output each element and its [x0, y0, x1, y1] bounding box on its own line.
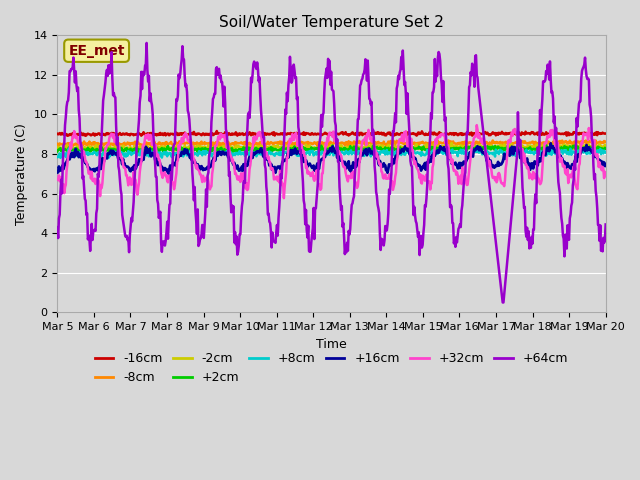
-2cm [399, 144, 406, 150]
+16cm [177, 152, 184, 158]
+32cm [120, 165, 127, 170]
Line: +16cm: +16cm [58, 144, 605, 174]
-16cm [416, 131, 424, 137]
+2cm [177, 146, 184, 152]
-16cm [400, 132, 408, 137]
-8cm [602, 139, 609, 145]
+8cm [416, 150, 424, 156]
+16cm [54, 169, 61, 175]
-16cm [54, 131, 61, 137]
+64cm [63, 99, 71, 105]
+32cm [473, 122, 481, 128]
+16cm [415, 163, 422, 168]
+8cm [206, 149, 214, 155]
+8cm [122, 151, 129, 156]
-2cm [205, 146, 213, 152]
Line: +64cm: +64cm [58, 43, 605, 302]
+64cm [143, 40, 150, 46]
+16cm [205, 165, 213, 170]
+16cm [165, 171, 173, 177]
+64cm [499, 300, 506, 305]
-2cm [63, 142, 71, 148]
Line: +32cm: +32cm [58, 125, 605, 198]
Line: -8cm: -8cm [58, 141, 605, 146]
+2cm [120, 149, 127, 155]
+2cm [54, 148, 61, 154]
+32cm [54, 177, 61, 183]
+16cm [547, 141, 555, 146]
-8cm [54, 141, 61, 147]
-2cm [602, 143, 609, 148]
Line: +8cm: +8cm [58, 149, 605, 158]
+64cm [399, 48, 406, 53]
-2cm [129, 148, 137, 154]
+32cm [175, 146, 183, 152]
+16cm [63, 157, 71, 163]
Text: EE_met: EE_met [68, 44, 125, 58]
+32cm [280, 195, 288, 201]
Title: Soil/Water Temperature Set 2: Soil/Water Temperature Set 2 [219, 15, 444, 30]
-2cm [177, 143, 184, 149]
+2cm [542, 142, 550, 148]
+2cm [205, 146, 213, 152]
+8cm [63, 151, 71, 156]
-8cm [63, 143, 71, 149]
-16cm [63, 133, 71, 139]
+2cm [415, 144, 422, 150]
-8cm [314, 144, 321, 149]
+64cm [120, 223, 127, 228]
+2cm [399, 146, 406, 152]
-2cm [120, 143, 127, 149]
+32cm [399, 132, 406, 138]
-16cm [213, 128, 221, 134]
+32cm [205, 179, 212, 184]
Line: -2cm: -2cm [58, 143, 605, 151]
-2cm [415, 146, 422, 152]
-8cm [489, 138, 497, 144]
-8cm [205, 141, 212, 147]
-16cm [175, 132, 183, 138]
+2cm [63, 147, 71, 153]
-2cm [448, 140, 456, 146]
+2cm [128, 150, 136, 156]
+2cm [602, 145, 609, 151]
X-axis label: Time: Time [316, 337, 347, 351]
+8cm [177, 152, 185, 157]
+64cm [205, 153, 213, 159]
+64cm [415, 229, 422, 235]
-16cm [602, 131, 609, 136]
-8cm [175, 138, 183, 144]
+8cm [105, 155, 113, 161]
-16cm [205, 131, 212, 137]
Y-axis label: Temperature (C): Temperature (C) [15, 123, 28, 225]
+8cm [65, 146, 73, 152]
+8cm [400, 148, 408, 154]
Line: +2cm: +2cm [58, 145, 605, 153]
+32cm [602, 173, 609, 179]
-8cm [415, 142, 422, 147]
-2cm [54, 144, 61, 150]
+8cm [602, 149, 609, 155]
+64cm [54, 224, 61, 230]
+64cm [177, 72, 184, 78]
+32cm [63, 162, 71, 168]
+16cm [120, 161, 127, 167]
-8cm [399, 140, 406, 146]
+64cm [602, 222, 609, 228]
Line: -16cm: -16cm [58, 131, 605, 136]
-16cm [253, 133, 261, 139]
-16cm [120, 131, 127, 137]
+16cm [399, 146, 406, 152]
+32cm [415, 170, 422, 176]
+16cm [602, 163, 609, 168]
-8cm [120, 142, 127, 147]
+8cm [54, 154, 61, 160]
Legend: -16cm, -8cm, -2cm, +2cm, +8cm, +16cm, +32cm, +64cm: -16cm, -8cm, -2cm, +2cm, +8cm, +16cm, +3… [90, 347, 573, 389]
